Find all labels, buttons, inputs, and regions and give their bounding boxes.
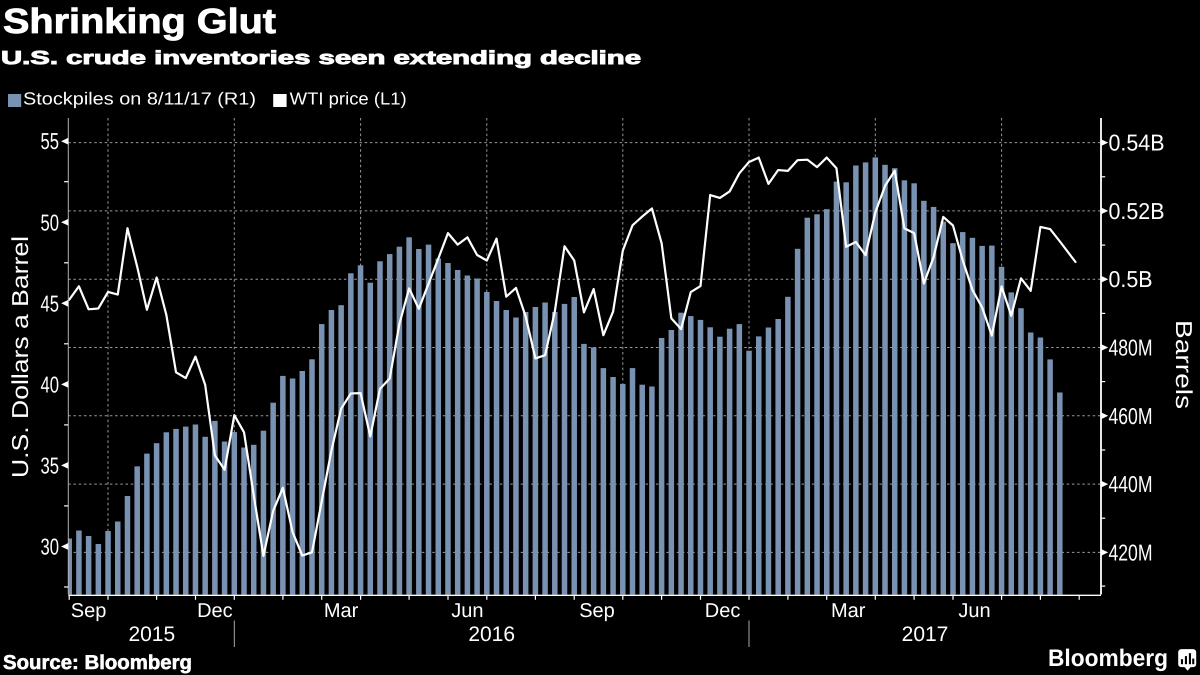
svg-text:55: 55 bbox=[41, 128, 60, 154]
svg-text:40: 40 bbox=[41, 371, 60, 397]
svg-text:Mar: Mar bbox=[831, 600, 866, 622]
svg-text:Dec: Dec bbox=[197, 600, 233, 622]
svg-text:30: 30 bbox=[41, 533, 60, 559]
svg-text:Stockpiles on 8/11/17 (R1): Stockpiles on 8/11/17 (R1) bbox=[23, 89, 256, 109]
svg-text:Jun: Jun bbox=[451, 600, 483, 622]
svg-text:Bloomberg: Bloomberg bbox=[1048, 645, 1168, 672]
svg-text:420M: 420M bbox=[1109, 539, 1153, 565]
svg-text:0.54B: 0.54B bbox=[1109, 130, 1165, 156]
svg-text:2016: 2016 bbox=[468, 623, 515, 646]
svg-text:Sep: Sep bbox=[71, 600, 107, 622]
svg-text:U.S. Dollars a Barrel: U.S. Dollars a Barrel bbox=[7, 236, 33, 478]
svg-text:460M: 460M bbox=[1109, 403, 1153, 429]
svg-text:35: 35 bbox=[41, 452, 60, 478]
svg-text:Jun: Jun bbox=[958, 600, 990, 622]
svg-text:WTI price (L1): WTI price (L1) bbox=[290, 89, 407, 109]
svg-text:50: 50 bbox=[41, 209, 60, 235]
svg-text:0.5B: 0.5B bbox=[1109, 266, 1153, 292]
svg-text:Mar: Mar bbox=[324, 600, 359, 622]
svg-text:480M: 480M bbox=[1109, 335, 1153, 361]
svg-text:440M: 440M bbox=[1109, 471, 1153, 497]
svg-text:2017: 2017 bbox=[902, 623, 949, 646]
svg-text:0.52B: 0.52B bbox=[1109, 198, 1165, 224]
svg-text:2015: 2015 bbox=[128, 623, 175, 646]
svg-text:Barrels: Barrels bbox=[1171, 320, 1197, 409]
svg-text:U.S. crude inventories seen ex: U.S. crude inventories seen extending de… bbox=[1, 47, 641, 68]
svg-text:Sep: Sep bbox=[579, 600, 615, 622]
svg-text:Shrinking Glut: Shrinking Glut bbox=[3, 2, 276, 41]
svg-text:45: 45 bbox=[41, 290, 60, 316]
svg-text:Source: Bloomberg: Source: Bloomberg bbox=[3, 652, 192, 674]
svg-text:Dec: Dec bbox=[705, 600, 741, 622]
